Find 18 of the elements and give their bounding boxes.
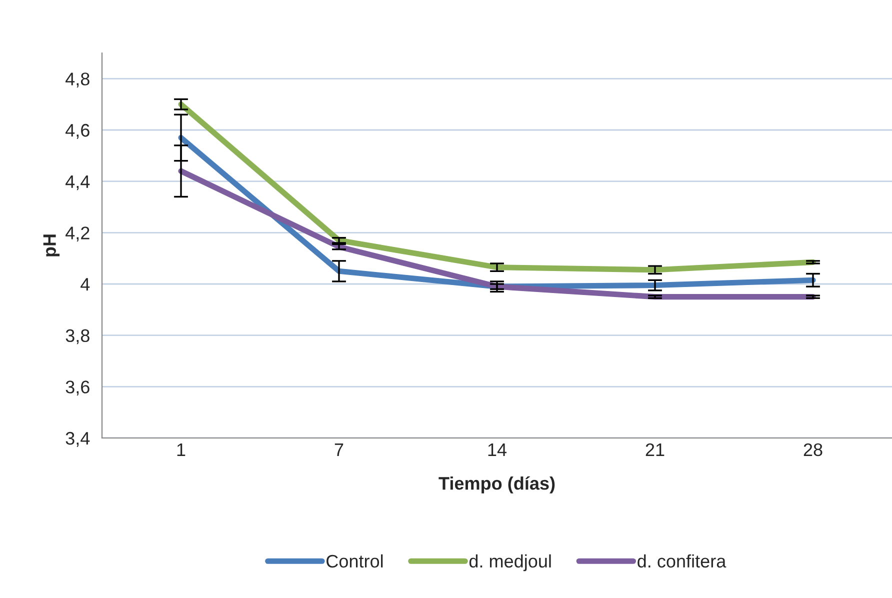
x-axis-title: Tiempo (días) [438, 476, 555, 494]
y-axis-title: pH [43, 234, 60, 256]
y-tick-label: 4,2 [66, 226, 90, 242]
y-tick-label: 4 [80, 278, 90, 291]
y-tick-label: 3,6 [66, 380, 90, 396]
x-tick-label: 21 [646, 443, 664, 456]
y-tick-label: 4,8 [66, 72, 90, 88]
y-tick-label: 3,4 [66, 432, 90, 447]
legend-label: d. medjoul [469, 554, 551, 572]
x-tick-label: 1 [177, 444, 186, 456]
legend-label: d. confitera [638, 554, 726, 568]
y-tick-label: 3,8 [66, 329, 90, 344]
y-tick-label: 4,4 [66, 175, 90, 190]
legend-label: Control [326, 554, 383, 568]
y-tick-label: 4,6 [66, 124, 90, 139]
x-tick-label: 28 [804, 443, 822, 456]
x-tick-label: 7 [334, 444, 344, 456]
x-tick-label: 14 [488, 444, 507, 456]
